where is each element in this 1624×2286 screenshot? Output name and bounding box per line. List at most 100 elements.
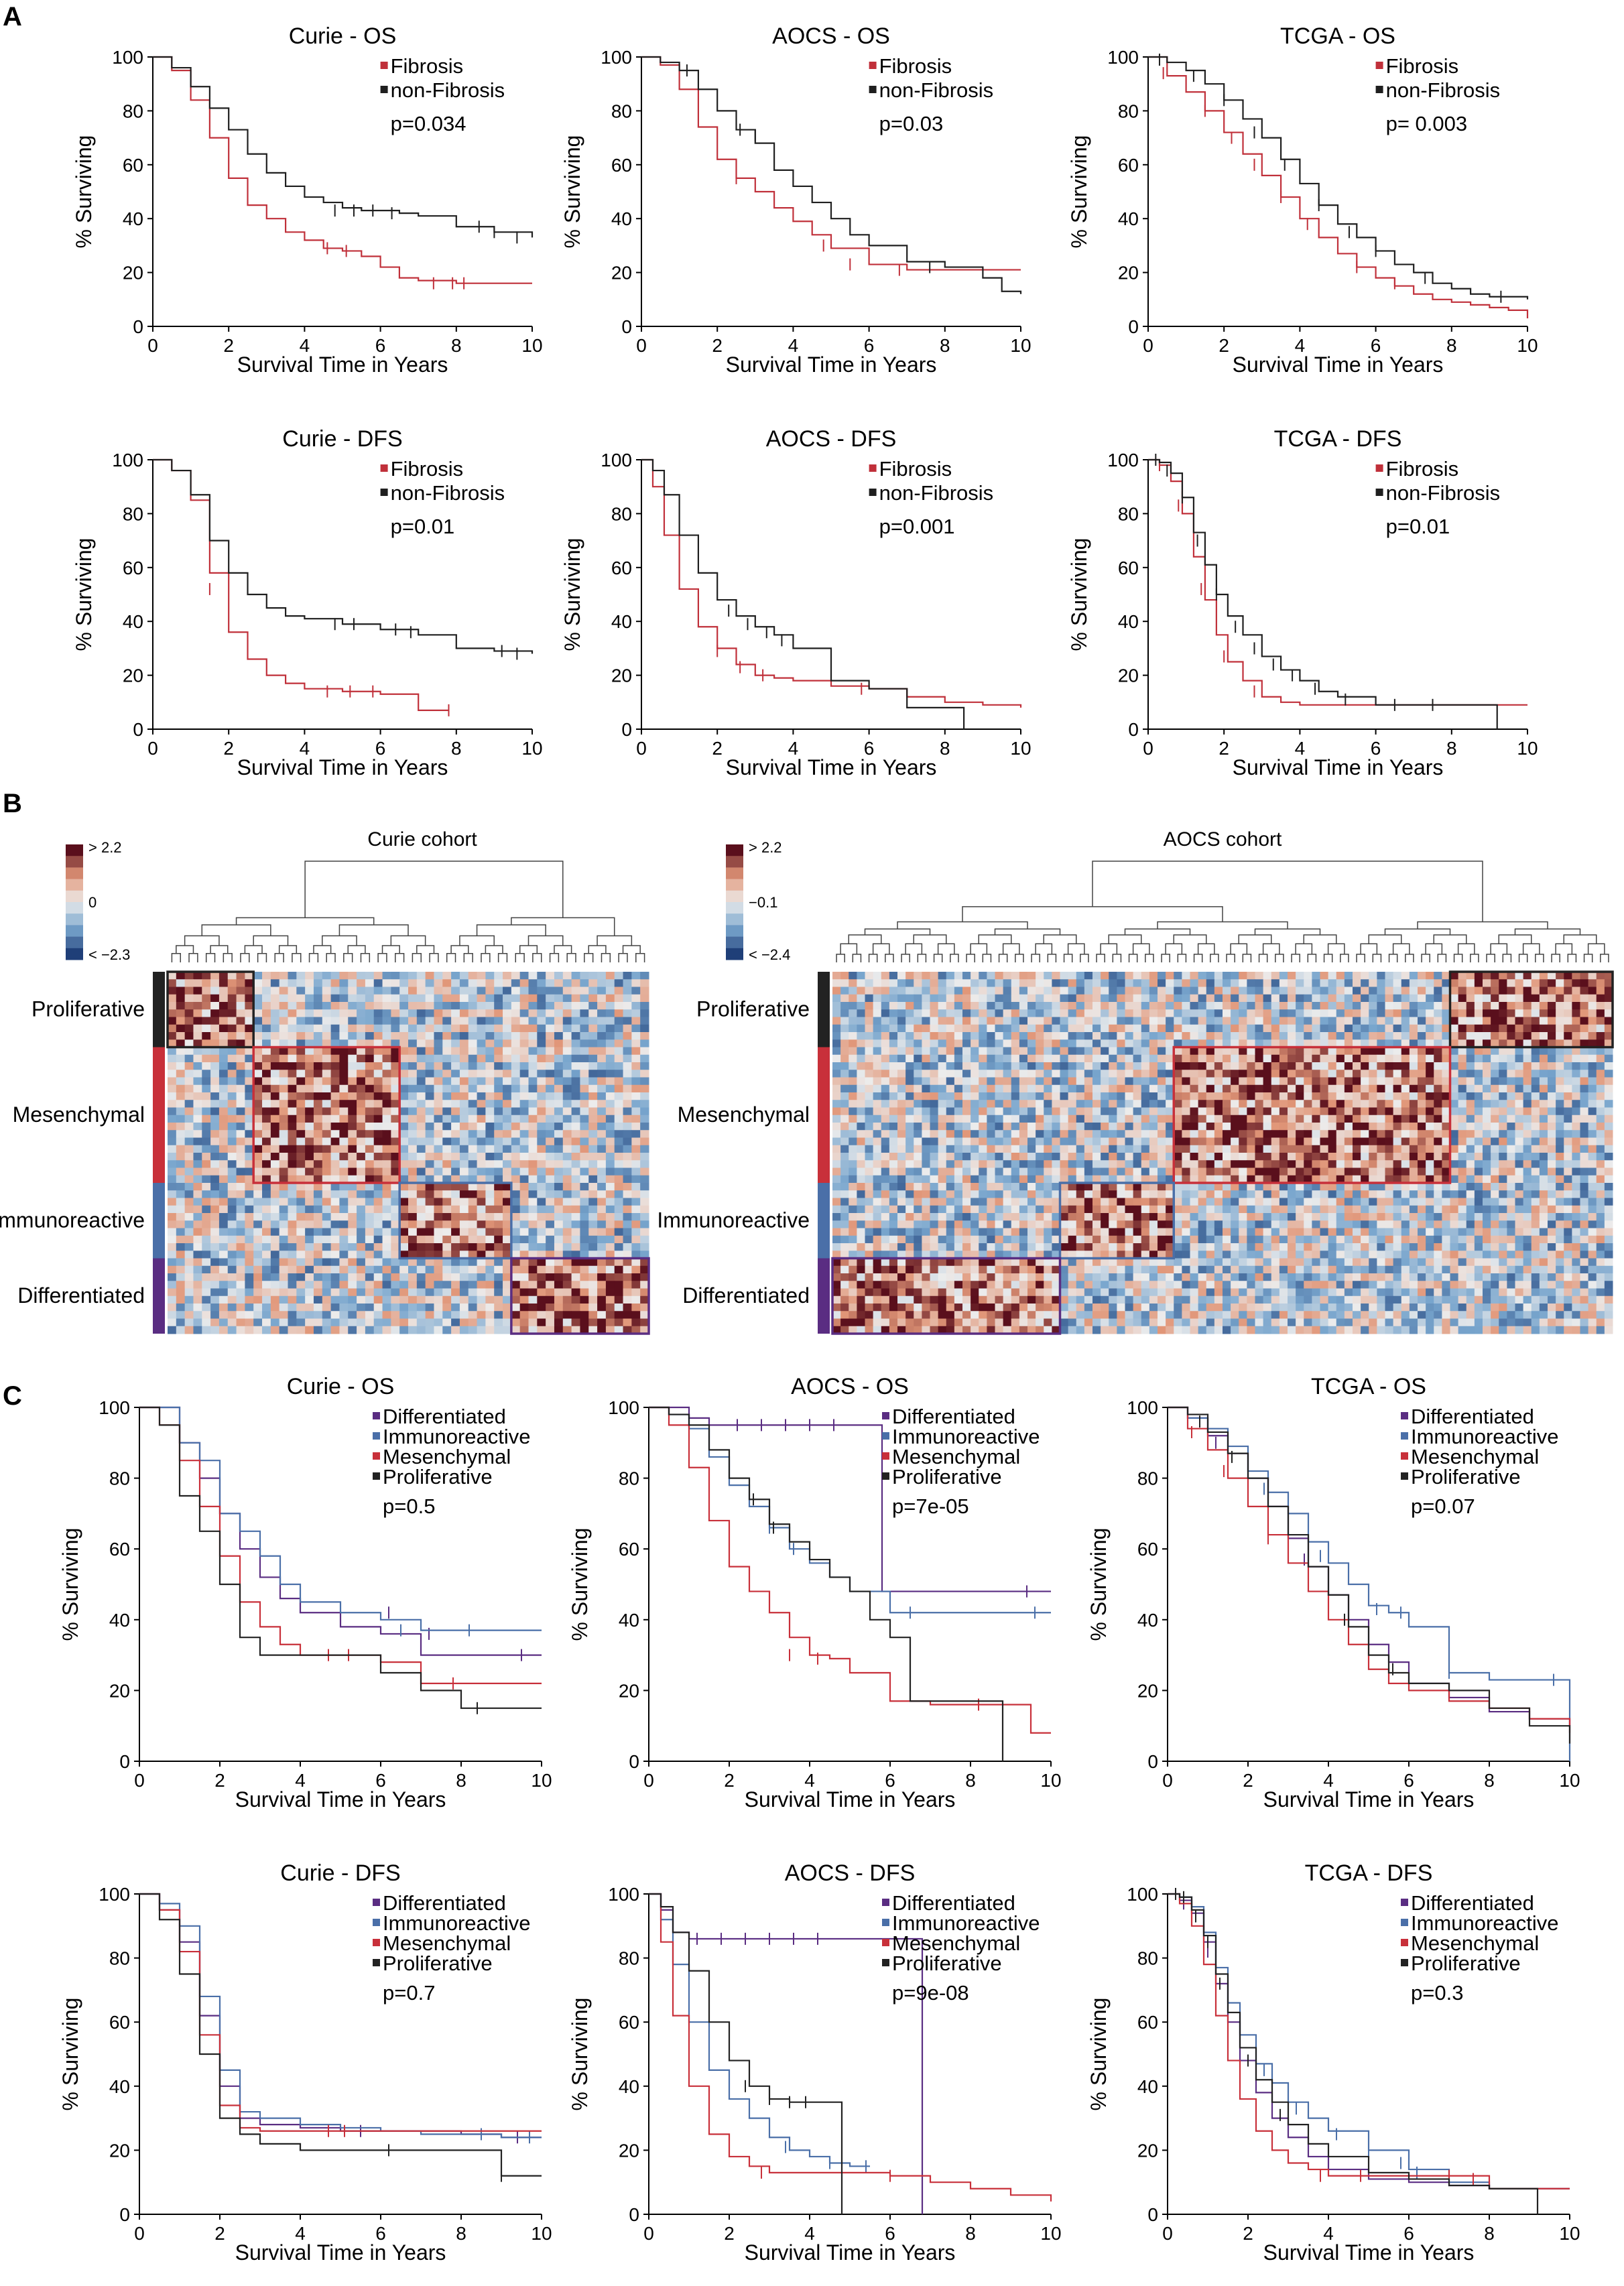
- heatmap-cell: [1206, 1077, 1215, 1086]
- heatmap-cell: [1596, 1100, 1605, 1108]
- heatmap-cell: [537, 1265, 546, 1274]
- heatmap-cell: [373, 1100, 383, 1108]
- heatmap-cell: [519, 1039, 529, 1047]
- heatmap-cell: [511, 1175, 521, 1184]
- heatmap-cell: [313, 1084, 323, 1093]
- dendrogram-branch: [994, 928, 1061, 935]
- heatmap-cell: [322, 1070, 332, 1078]
- heatmap-cell: [889, 1107, 898, 1116]
- heatmap-cell: [1434, 1107, 1442, 1116]
- heatmap-cell: [236, 1265, 245, 1274]
- dendrogram-branch: [1360, 943, 1378, 954]
- heatmap-cell: [623, 972, 632, 980]
- heatmap-cell: [373, 1311, 383, 1319]
- heatmap-cell: [623, 1002, 632, 1010]
- heatmap-cell: [1483, 994, 1491, 1003]
- heatmap-cell: [1361, 987, 1369, 995]
- heatmap-cell: [1019, 1039, 1028, 1047]
- heatmap-cell: [1092, 1009, 1101, 1017]
- heatmap-cell: [1198, 1062, 1207, 1070]
- heatmap-cell: [210, 1054, 220, 1063]
- y-tick-label: 0: [133, 719, 143, 740]
- heatmap-cell: [494, 1062, 503, 1070]
- heatmap-cell: [1353, 1092, 1361, 1100]
- heatmap-cell: [905, 1070, 914, 1078]
- heatmap-cell: [1011, 1084, 1020, 1093]
- heatmap-cell: [245, 1084, 254, 1093]
- heatmap-cell: [511, 1205, 521, 1214]
- heatmap-cell: [1499, 987, 1507, 995]
- heatmap-cell: [227, 1160, 237, 1168]
- heatmap-cell: [391, 1205, 400, 1214]
- heatmap-cell: [528, 1145, 538, 1153]
- heatmap-cell: [1434, 1017, 1442, 1025]
- heatmap-cell: [1288, 1062, 1296, 1070]
- heatmap-cell: [873, 987, 882, 995]
- heatmap-cell: [1109, 1100, 1117, 1108]
- heatmap-cell: [631, 1183, 641, 1191]
- heatmap-cell: [519, 1243, 529, 1251]
- heatmap-cell: [382, 1205, 391, 1214]
- heatmap-cell: [511, 1100, 521, 1108]
- x-tick-label: 10: [1517, 335, 1538, 356]
- heatmap-cell: [588, 1123, 598, 1131]
- heatmap-cell: [1507, 1070, 1515, 1078]
- heatmap-cell: [227, 1070, 237, 1078]
- heatmap-cell: [1304, 1009, 1312, 1017]
- heatmap-cell: [1466, 1084, 1475, 1093]
- heatmap-cell: [840, 1032, 849, 1040]
- heatmap-cell: [1393, 972, 1402, 980]
- dendrogram-branch: [1210, 954, 1219, 962]
- heatmap-cell: [451, 972, 460, 980]
- dendrogram-branch: [885, 954, 894, 962]
- heatmap-cell: [580, 1318, 589, 1327]
- heatmap-cell: [168, 1295, 177, 1304]
- heatmap-cell: [218, 1024, 229, 1033]
- heatmap-cell: [1328, 1039, 1337, 1047]
- heatmap-cell: [357, 1084, 366, 1093]
- heatmap-cell: [987, 1077, 995, 1086]
- y-tick-label: 20: [611, 665, 632, 686]
- heatmap-cell: [1149, 1100, 1158, 1108]
- heatmap-cell: [253, 1047, 263, 1056]
- heatmap-cell: [184, 1295, 194, 1304]
- heatmap-cell: [193, 1243, 202, 1251]
- heatmap-cell: [503, 1198, 512, 1206]
- heatmap-cell: [905, 1077, 914, 1086]
- heatmap-cell: [1231, 1032, 1239, 1040]
- heatmap-cell: [1279, 1017, 1288, 1025]
- heatmap-cell: [554, 1220, 564, 1228]
- x-tick-label: 2: [223, 335, 234, 356]
- heatmap-cell: [1580, 987, 1589, 995]
- dendrogram-branch: [184, 935, 220, 946]
- heatmap-cell: [373, 1243, 383, 1251]
- heatmap-cell: [614, 1258, 624, 1267]
- heatmap-cell: [1426, 1084, 1434, 1093]
- heatmap-cell: [330, 1318, 340, 1327]
- heatmap-cell: [580, 1062, 589, 1070]
- heatmap-cell: [597, 1243, 607, 1251]
- heatmap-cell: [588, 1002, 598, 1010]
- heatmap-cell: [168, 1304, 177, 1312]
- heatmap-cell: [176, 987, 186, 995]
- heatmap-cell: [399, 1070, 409, 1078]
- heatmap-cell: [1474, 1002, 1483, 1010]
- heatmap-cell: [571, 1070, 580, 1078]
- heatmap-cell: [262, 1160, 271, 1168]
- heatmap-cell: [313, 1295, 323, 1304]
- heatmap-cell: [288, 1100, 297, 1108]
- heatmap-cell: [468, 1145, 478, 1153]
- heatmap-cell: [865, 1092, 874, 1100]
- heatmap-cell: [511, 987, 521, 995]
- heatmap-cell: [562, 1115, 572, 1123]
- heatmap-cell: [270, 979, 280, 987]
- heatmap-cell: [305, 1160, 314, 1168]
- heatmap-cell: [554, 994, 564, 1003]
- heatmap-cell: [930, 1077, 939, 1086]
- heatmap-cell: [1393, 1062, 1402, 1070]
- heatmap-cell: [288, 1190, 297, 1198]
- heatmap-cell: [253, 1311, 263, 1319]
- heatmap-cell: [1369, 1017, 1377, 1025]
- heatmap-cell: [1572, 979, 1580, 987]
- heatmap-cell: [1019, 1017, 1028, 1025]
